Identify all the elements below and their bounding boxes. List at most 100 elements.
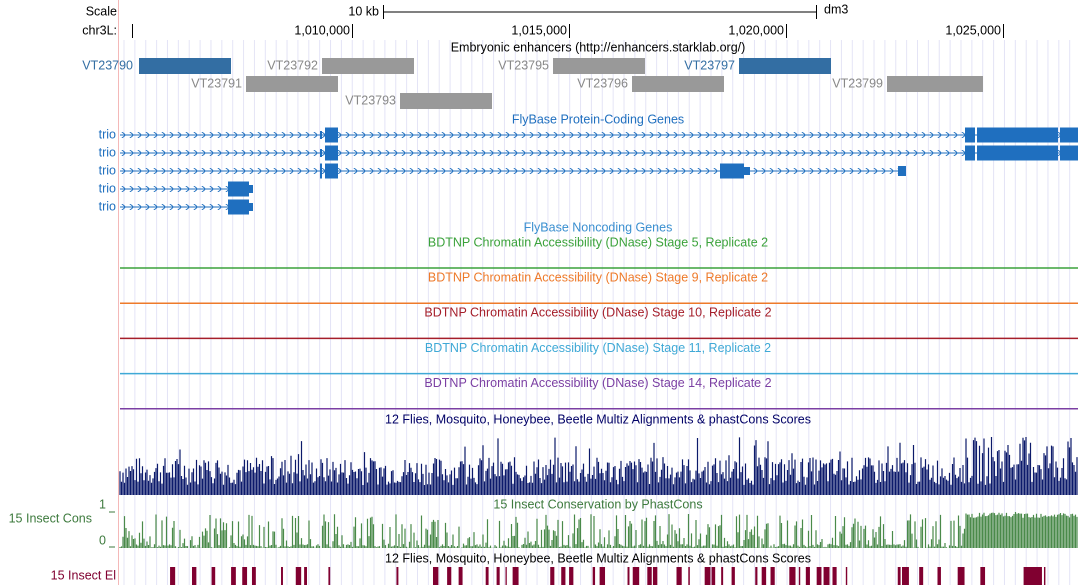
enhancer-label: VT23790 (82, 58, 133, 72)
conserved-element (485, 567, 489, 585)
conserved-element (731, 567, 735, 585)
conserved-element (432, 567, 439, 585)
enhancer-block (400, 93, 492, 109)
ruler-tick-label: 1,010,000 (294, 23, 350, 37)
conserved-element (770, 567, 775, 585)
gene-exon (965, 127, 975, 143)
enhancer-block (322, 58, 414, 74)
track-title: BDTNP Chromatin Accessibility (DNase) St… (424, 306, 771, 320)
track-title: BDTNP Chromatin Accessibility (DNase) St… (424, 376, 771, 390)
conserved-element (281, 567, 283, 585)
chrom-label: chr3L: (82, 23, 117, 37)
conserved-element (761, 567, 767, 585)
gene-strand (120, 204, 250, 210)
gene-exon (249, 185, 253, 193)
conserved-element (512, 567, 519, 585)
assembly-label: dm3 (824, 2, 848, 16)
gene-label: trio (99, 145, 116, 159)
track-title: 12 Flies, Mosquito, Honeybee, Beetle Mul… (385, 551, 811, 565)
side-label: 15 Insect El (51, 568, 116, 582)
track-title: FlyBase Protein-Coding Genes (512, 112, 684, 126)
enhancer-block (739, 58, 831, 74)
conserved-element (937, 567, 941, 585)
enhancer-label: VT23795 (498, 58, 549, 72)
conserved-element (688, 567, 690, 585)
phastcons-bars (119, 512, 1078, 548)
gene-exon (228, 199, 249, 215)
enhancer-block (887, 76, 983, 92)
gene-exon (977, 127, 1058, 143)
track-title: Embryonic enhancers (http://enhancers.st… (451, 40, 746, 54)
conserved-element (832, 567, 837, 585)
gene-exon (720, 163, 744, 179)
gene-strand (120, 150, 1078, 156)
gene-exon (1060, 145, 1078, 161)
conserved-element (328, 567, 331, 585)
conserved-element (823, 567, 830, 585)
gene-exon (1060, 127, 1078, 143)
conserved-element (251, 567, 256, 585)
ruler-tick-label: 1,025,000 (945, 23, 1001, 37)
gene-exon (249, 203, 253, 211)
gene-label: trio (99, 127, 116, 141)
conserved-element (211, 567, 216, 585)
conserved-element (798, 567, 801, 585)
enhancer-block (139, 58, 231, 74)
conserved-element (304, 567, 307, 585)
gene-exon (320, 163, 322, 179)
enhancer-label: VT23799 (832, 76, 883, 90)
ruler-tick-label: 1,015,000 (511, 23, 567, 37)
conserved-element (496, 567, 500, 585)
conserved-element (789, 567, 796, 585)
gene-label: trio (99, 163, 116, 177)
conserved-element (1043, 567, 1046, 585)
conserved-element (458, 567, 463, 585)
conserved-element (599, 567, 606, 585)
enhancer-label: VT23796 (577, 76, 628, 90)
enhancer-block (553, 58, 645, 74)
conserved-element (721, 567, 724, 585)
conserved-element (805, 567, 810, 585)
conserved-element (396, 567, 399, 585)
gene-strand (120, 186, 250, 192)
gene-exon (320, 149, 322, 157)
ruler-tick-label: 1,020,000 (728, 23, 784, 37)
conserved-element (711, 567, 716, 585)
conservation-bars (119, 437, 1078, 495)
conserved-element (505, 567, 507, 585)
track-title: 15 Insect Conservation by PhastCons (493, 497, 702, 511)
conserved-element (755, 567, 758, 585)
conserved-element (980, 567, 986, 585)
gene-exon (325, 127, 338, 143)
track-title: 12 Flies, Mosquito, Honeybee, Beetle Mul… (385, 412, 811, 426)
gene-exon (325, 145, 338, 161)
conserved-element (242, 567, 248, 585)
conserved-element (231, 567, 236, 585)
conserved-element (447, 567, 452, 585)
track-title: BDTNP Chromatin Accessibility (DNase) St… (425, 341, 771, 355)
gene-exon (228, 181, 249, 197)
enhancer-block (246, 76, 338, 92)
gene-exon (320, 131, 322, 139)
enhancer-label: VT23792 (267, 58, 318, 72)
conserved-element (627, 567, 630, 585)
gene-exon (965, 145, 975, 161)
gene-strand (120, 168, 905, 174)
side-label: 15 Insect Cons (9, 511, 92, 525)
conserved-element (569, 567, 574, 585)
conserved-element (170, 567, 176, 585)
conserved-element (902, 567, 909, 585)
axis-label: 0 (99, 533, 106, 547)
track-title: BDTNP Chromatin Accessibility (DNase) St… (428, 270, 768, 284)
axis-label: 1 (99, 497, 106, 511)
conserved-element (816, 567, 822, 585)
enhancer-label: VT23797 (684, 58, 735, 72)
enhancer-label: VT23793 (345, 93, 396, 107)
conserved-element (561, 567, 566, 585)
conserved-element (676, 567, 682, 585)
track-title: BDTNP Chromatin Accessibility (DNase) St… (428, 235, 768, 249)
conserved-element (647, 567, 652, 585)
gene-exon (744, 167, 750, 175)
conserved-element (1023, 567, 1042, 585)
